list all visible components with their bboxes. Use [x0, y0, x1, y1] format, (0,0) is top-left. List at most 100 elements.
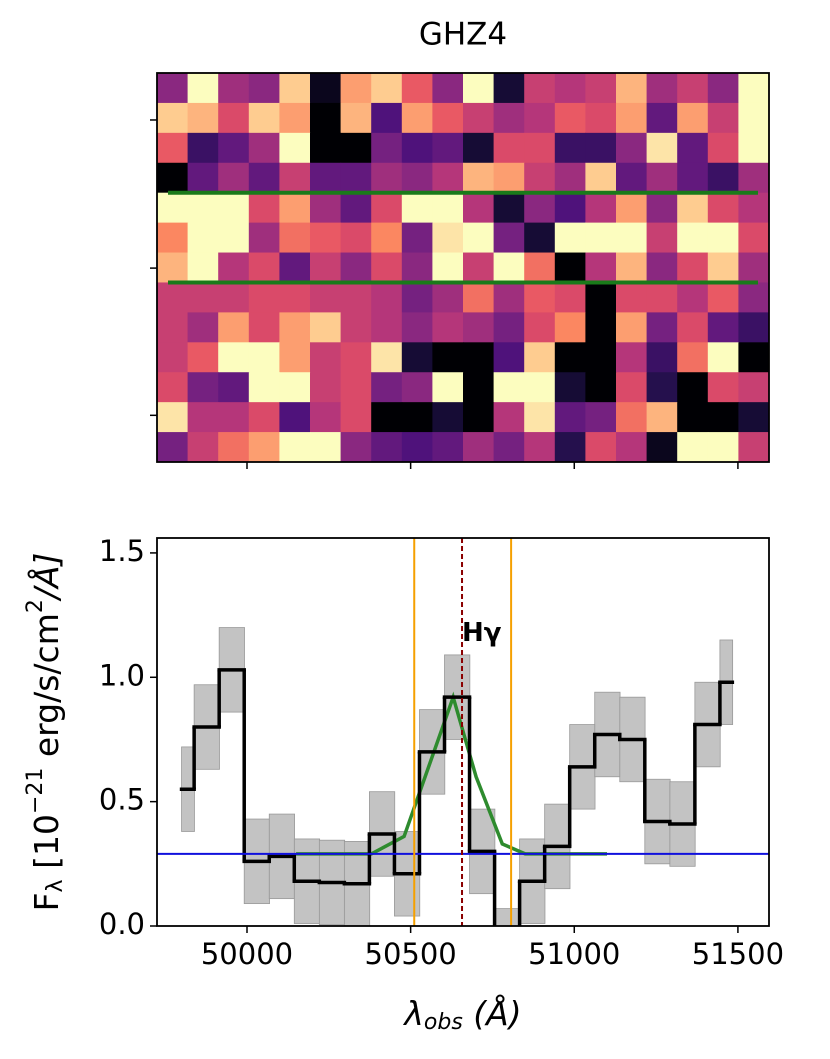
- pixel: [463, 132, 495, 164]
- pixel: [279, 192, 311, 224]
- pixel: [738, 162, 770, 194]
- pixel: [279, 73, 311, 104]
- pixel: [310, 342, 342, 373]
- pixel: [371, 73, 403, 104]
- pixel: [677, 282, 709, 313]
- pixel: [218, 282, 250, 313]
- pixel: [524, 222, 556, 254]
- chart-title: GHZ4: [419, 17, 507, 53]
- pixel: [187, 432, 219, 463]
- pixel: [157, 222, 189, 254]
- pixel: [554, 192, 586, 224]
- pixel: [585, 432, 617, 463]
- pixel: [218, 162, 250, 194]
- pixel: [585, 402, 617, 433]
- pixel: [493, 252, 525, 283]
- pixel: [157, 132, 189, 164]
- pixel: [738, 222, 770, 254]
- pixel: [707, 222, 739, 254]
- pixel: [218, 312, 250, 343]
- pixel: [554, 402, 586, 433]
- pixel: [432, 102, 464, 134]
- pixel: [554, 312, 586, 343]
- pixel: [279, 312, 311, 343]
- pixel: [616, 222, 648, 254]
- pixel: [340, 402, 372, 433]
- pixel: [585, 192, 617, 224]
- pixel: [157, 73, 189, 104]
- pixel: [524, 192, 556, 224]
- pixel: [707, 372, 739, 403]
- pixel: [340, 73, 372, 104]
- pixel: [310, 402, 342, 433]
- pixel: [646, 252, 678, 283]
- pixel: [248, 372, 280, 403]
- pixel: [707, 162, 739, 194]
- pixel: [157, 432, 189, 463]
- pixel: [157, 102, 189, 134]
- pixel: [401, 162, 433, 194]
- pixel: [738, 252, 770, 283]
- pixel: [310, 252, 342, 283]
- pixel: [432, 132, 464, 164]
- pixel: [248, 342, 280, 373]
- pixel: [432, 312, 464, 343]
- pixel: [371, 132, 403, 164]
- pixel: [401, 102, 433, 134]
- pixel: [279, 222, 311, 254]
- pixel: [616, 282, 648, 313]
- pixel: [401, 222, 433, 254]
- pixel: [432, 73, 464, 104]
- pixel: [432, 282, 464, 313]
- pixel: [646, 432, 678, 463]
- x-tick-label: 50500: [365, 937, 457, 971]
- y-tick-label: 1.5: [99, 534, 145, 568]
- pixel: [616, 132, 648, 164]
- pixel: [493, 102, 525, 134]
- pixel: [340, 162, 372, 194]
- pixel: [248, 132, 280, 164]
- pixel: [524, 342, 556, 373]
- pixel: [248, 252, 280, 283]
- pixel: [707, 192, 739, 224]
- pixel: [493, 73, 525, 104]
- pixel: [524, 73, 556, 104]
- pixel: [279, 132, 311, 164]
- pixel: [340, 132, 372, 164]
- pixel: [554, 372, 586, 403]
- pixel: [401, 372, 433, 403]
- pixel: [432, 222, 464, 254]
- pixel: [677, 402, 709, 433]
- pixel: [340, 192, 372, 224]
- pixel: [554, 73, 586, 104]
- pixel: [493, 342, 525, 373]
- pixel: [432, 192, 464, 224]
- pixel: [340, 372, 372, 403]
- pixel: [707, 282, 739, 313]
- pixel: [401, 402, 433, 433]
- pixel: [554, 162, 586, 194]
- pixel: [218, 192, 250, 224]
- pixel: [310, 73, 342, 104]
- pixel: [707, 132, 739, 164]
- frame: [156, 72, 770, 463]
- pixel: [585, 252, 617, 283]
- pixel: [463, 162, 495, 194]
- pixel: [279, 432, 311, 463]
- pixel: [616, 192, 648, 224]
- pixel: [524, 252, 556, 283]
- pixel: [218, 432, 250, 463]
- spectrum-panel: Hγ 50000 50500 51000 51500 0.0 0.5 1.0 1.5: [99, 534, 784, 971]
- pixel: [371, 192, 403, 224]
- pixel: [371, 312, 403, 343]
- pixel: [340, 252, 372, 283]
- pixel: [432, 342, 464, 373]
- pixel: [616, 102, 648, 134]
- pixel: [340, 432, 372, 463]
- pixel: [554, 342, 586, 373]
- pixel: [554, 222, 586, 254]
- pixel: [677, 342, 709, 373]
- pixel: [157, 282, 189, 313]
- model-line: [296, 691, 607, 856]
- pixel: [401, 73, 433, 104]
